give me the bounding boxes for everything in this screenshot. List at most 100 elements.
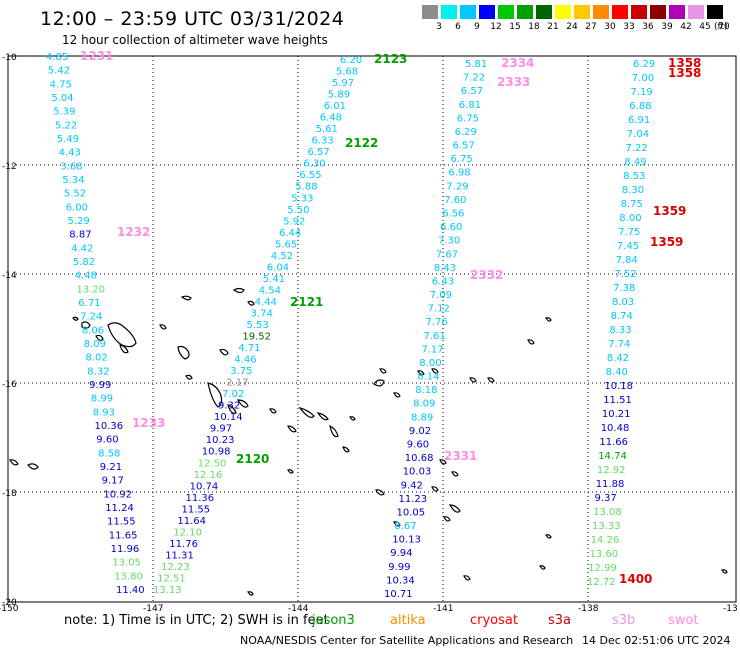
- wave-height-value: 8.14: [417, 372, 439, 383]
- wave-height-value: 8.75: [621, 199, 643, 210]
- pass-time-label: 2332: [470, 268, 503, 282]
- latitude-label: -16: [2, 380, 17, 390]
- wave-height-value: 4.71: [238, 343, 260, 354]
- wave-height-value: 6.75: [451, 154, 473, 165]
- satellite-legend-item: altika: [390, 613, 426, 628]
- wave-height-value: 8.40: [606, 367, 628, 378]
- wave-height-value: 4.48: [75, 271, 97, 282]
- latitude-label: -10: [2, 53, 17, 63]
- color-swatch: [555, 5, 571, 19]
- wave-height-value: 14.74: [598, 451, 627, 462]
- wave-height-value: 5.82: [73, 257, 95, 268]
- wave-height-value: 5.39: [53, 107, 75, 118]
- wave-height-value: 8.02: [86, 353, 108, 364]
- wave-height-value: 19.52: [242, 332, 271, 343]
- wave-height-value: 5.41: [263, 274, 285, 285]
- color-swatch: [631, 5, 647, 19]
- wave-height-value: 4.75: [50, 79, 72, 90]
- wave-height-value: 8.53: [623, 171, 645, 182]
- wave-height-value: 5.22: [55, 120, 77, 131]
- color-swatch: [460, 5, 476, 19]
- wave-height-value: 13.80: [114, 571, 143, 582]
- wave-height-value: 8.32: [87, 366, 109, 377]
- wave-height-value: 5.29: [68, 216, 90, 227]
- wave-height-value: 4.43: [59, 148, 81, 159]
- wave-height-value: 6.71: [78, 298, 100, 309]
- wave-height-value: 4.54: [259, 285, 281, 296]
- longitude-label: -141: [433, 604, 453, 614]
- wave-height-value: 11.64: [177, 516, 206, 527]
- pass-time-label: 2123: [374, 52, 407, 66]
- wave-height-value: 10.34: [386, 575, 415, 586]
- wave-height-value: 11.23: [399, 494, 428, 505]
- islands: [9, 287, 728, 596]
- wave-height-value: 8.33: [609, 325, 631, 336]
- color-swatch: [498, 5, 514, 19]
- wave-height-value: 8.89: [411, 412, 433, 423]
- wave-height-value: 11.51: [603, 395, 632, 406]
- wave-height-value: 6.04: [267, 262, 289, 273]
- wave-height-value: 9.02: [409, 426, 431, 437]
- color-swatch: [612, 5, 628, 19]
- wave-height-value: 2.17: [226, 378, 248, 389]
- pass-time-label: 2121: [290, 295, 323, 309]
- color-swatch: [517, 5, 533, 19]
- wave-height-value: 8.99: [91, 394, 113, 405]
- longitude-label: -138: [578, 604, 599, 614]
- wave-height-value: 5.97: [332, 78, 354, 89]
- wave-height-value: 7.61: [424, 331, 446, 342]
- color-scale-label: 21: [547, 22, 559, 32]
- wave-height-value: 13.20: [77, 284, 106, 295]
- axis-ticks: -10 -12 -14 -16 -18 -20-150 -147 -144 -141 -138 -1…: [0, 53, 738, 614]
- color-swatch: [536, 5, 552, 19]
- wave-height-value: 11.31: [165, 550, 194, 561]
- wave-height-value: 6.33: [312, 136, 334, 147]
- satellite-legend-item: s3a: [548, 613, 572, 628]
- wave-height-value: 4.44: [255, 297, 277, 308]
- wave-height-value: 10.74: [190, 481, 219, 492]
- note-text: note: 1) Time is in UTC; 2) SWH is in fe…: [64, 613, 329, 628]
- wave-height-value: 10.71: [384, 589, 413, 600]
- color-swatch: [669, 5, 685, 19]
- wave-height-value: 6.88: [629, 101, 651, 112]
- wave-height-value: 9.17: [102, 476, 124, 487]
- wave-height-value: 12.99: [588, 563, 617, 574]
- color-scale-label: 12: [490, 22, 502, 32]
- wave-height-value: 6.60: [440, 222, 462, 233]
- pass-time-label: 1400: [619, 572, 652, 586]
- wave-height-value: 8.67: [394, 521, 416, 532]
- footer-credit: NOAA/NESDIS Center for Satellite Applica…: [240, 634, 574, 647]
- wave-height-value: 10.18: [604, 381, 633, 392]
- color-scale-label: 42: [680, 22, 692, 32]
- wave-height-value: 12.50: [198, 458, 227, 469]
- wave-height-value: 13.08: [593, 507, 622, 518]
- wave-height-value: 5.53: [247, 320, 269, 331]
- pass-time-label: 1358: [668, 66, 701, 80]
- wave-height-value: 6.57: [308, 147, 330, 158]
- map-frame: [7, 55, 737, 603]
- wave-height-value: 6.81: [459, 100, 481, 111]
- wave-height-value: 9.99: [89, 380, 111, 391]
- wave-height-value: 8.00: [619, 213, 641, 224]
- wave-height-value: 7.09: [430, 290, 452, 301]
- wave-height-value: 6.57: [453, 141, 475, 152]
- wave-height-value: 10.92: [103, 489, 132, 500]
- satellite-legend-item: jason3: [312, 613, 355, 628]
- color-scale-label: 18: [528, 22, 540, 32]
- color-scale-label: 6: [455, 22, 461, 32]
- wave-height-value: 8.42: [607, 353, 629, 364]
- wave-height-value: 13.60: [590, 549, 619, 560]
- wave-height-value: 5.49: [57, 134, 79, 145]
- color-scale-label: 15: [509, 22, 521, 32]
- pass-time-label: 1231: [80, 49, 113, 63]
- wave-height-value: 8.30: [622, 185, 644, 196]
- color-scale-label: 24: [566, 22, 578, 32]
- color-swatch: [650, 5, 666, 19]
- satellite-legend-item: swot: [668, 613, 699, 628]
- wave-height-value: 6.57: [461, 86, 483, 97]
- wave-height-value: 10.48: [601, 423, 630, 434]
- longitude-label: -150: [0, 604, 19, 614]
- wave-height-value: 8.18: [415, 385, 437, 396]
- pass-time-label: 1232: [117, 225, 150, 239]
